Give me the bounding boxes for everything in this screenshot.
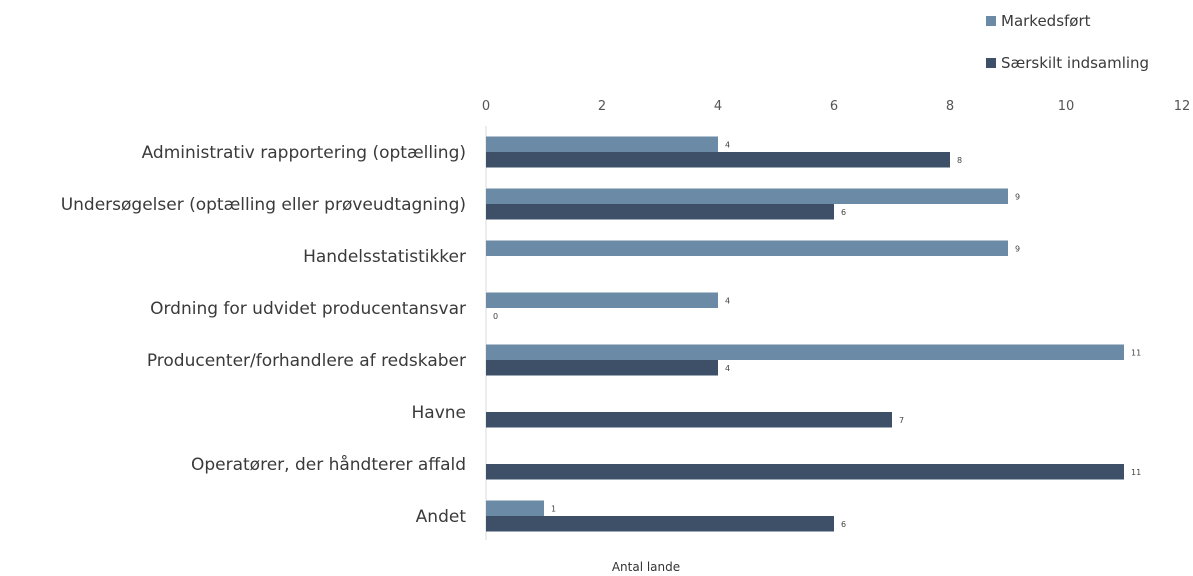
x-tick-label: 6 — [830, 99, 838, 114]
data-label: 9 — [1015, 244, 1020, 253]
legend-swatch — [986, 58, 996, 68]
bar-saerskilt-indsamling — [486, 516, 834, 532]
legend-swatch — [986, 16, 996, 26]
legend-label: Særskilt indsamling — [1001, 54, 1149, 72]
bar-markedsfoert — [486, 344, 1124, 360]
data-label: 0 — [493, 312, 498, 321]
category-label: Administrativ rapportering (optælling) — [142, 143, 466, 163]
bar-saerskilt-indsamling — [486, 464, 1124, 480]
bar-saerskilt-indsamling — [486, 412, 892, 428]
category-label: Undersøgelser (optælling eller prøveudta… — [61, 195, 466, 215]
data-label: 4 — [725, 364, 730, 373]
x-tick-label: 4 — [714, 99, 722, 114]
bar-saerskilt-indsamling — [486, 360, 718, 376]
category-label: Producenter/forhandlere af redskaber — [147, 351, 466, 371]
data-label: 4 — [725, 296, 730, 305]
category-label: Ordning for udvidet producentansvar — [150, 299, 466, 319]
category-label: Operatører, der håndterer affald — [191, 454, 466, 475]
legend: Markedsført Særskilt indsamling — [986, 12, 1149, 72]
bars — [486, 136, 1124, 532]
category-labels: Administrativ rapportering (optælling) Un… — [61, 143, 467, 527]
bar-markedsfoert — [486, 500, 544, 516]
bar-markedsfoert — [486, 188, 1008, 204]
data-label: 4 — [725, 140, 730, 149]
category-label: Handelsstatistikker — [303, 247, 466, 267]
x-axis-ticks: 0 2 4 6 8 10 12 — [482, 99, 1190, 114]
data-label: 9 — [1015, 192, 1020, 201]
data-label: 8 — [957, 156, 962, 165]
data-label: 1 — [551, 504, 556, 513]
x-tick-label: 10 — [1058, 99, 1075, 114]
data-label: 11 — [1131, 468, 1141, 477]
bar-markedsfoert — [486, 292, 718, 308]
legend-label: Markedsført — [1001, 12, 1091, 30]
category-label: Andet — [416, 507, 467, 527]
x-axis-title: Antal lande — [612, 560, 680, 574]
bar-markedsfoert — [486, 136, 718, 152]
x-tick-label: 12 — [1174, 99, 1191, 114]
data-label: 6 — [841, 520, 846, 529]
bar-saerskilt-indsamling — [486, 204, 834, 220]
x-tick-label: 0 — [482, 99, 490, 114]
data-label: 7 — [899, 416, 904, 425]
bar-markedsfoert — [486, 240, 1008, 256]
x-tick-label: 2 — [598, 99, 606, 114]
data-label: 11 — [1131, 348, 1141, 357]
category-label: Havne — [412, 403, 467, 423]
bar-saerskilt-indsamling — [486, 152, 950, 168]
data-label: 6 — [841, 208, 846, 217]
x-tick-label: 8 — [946, 99, 954, 114]
